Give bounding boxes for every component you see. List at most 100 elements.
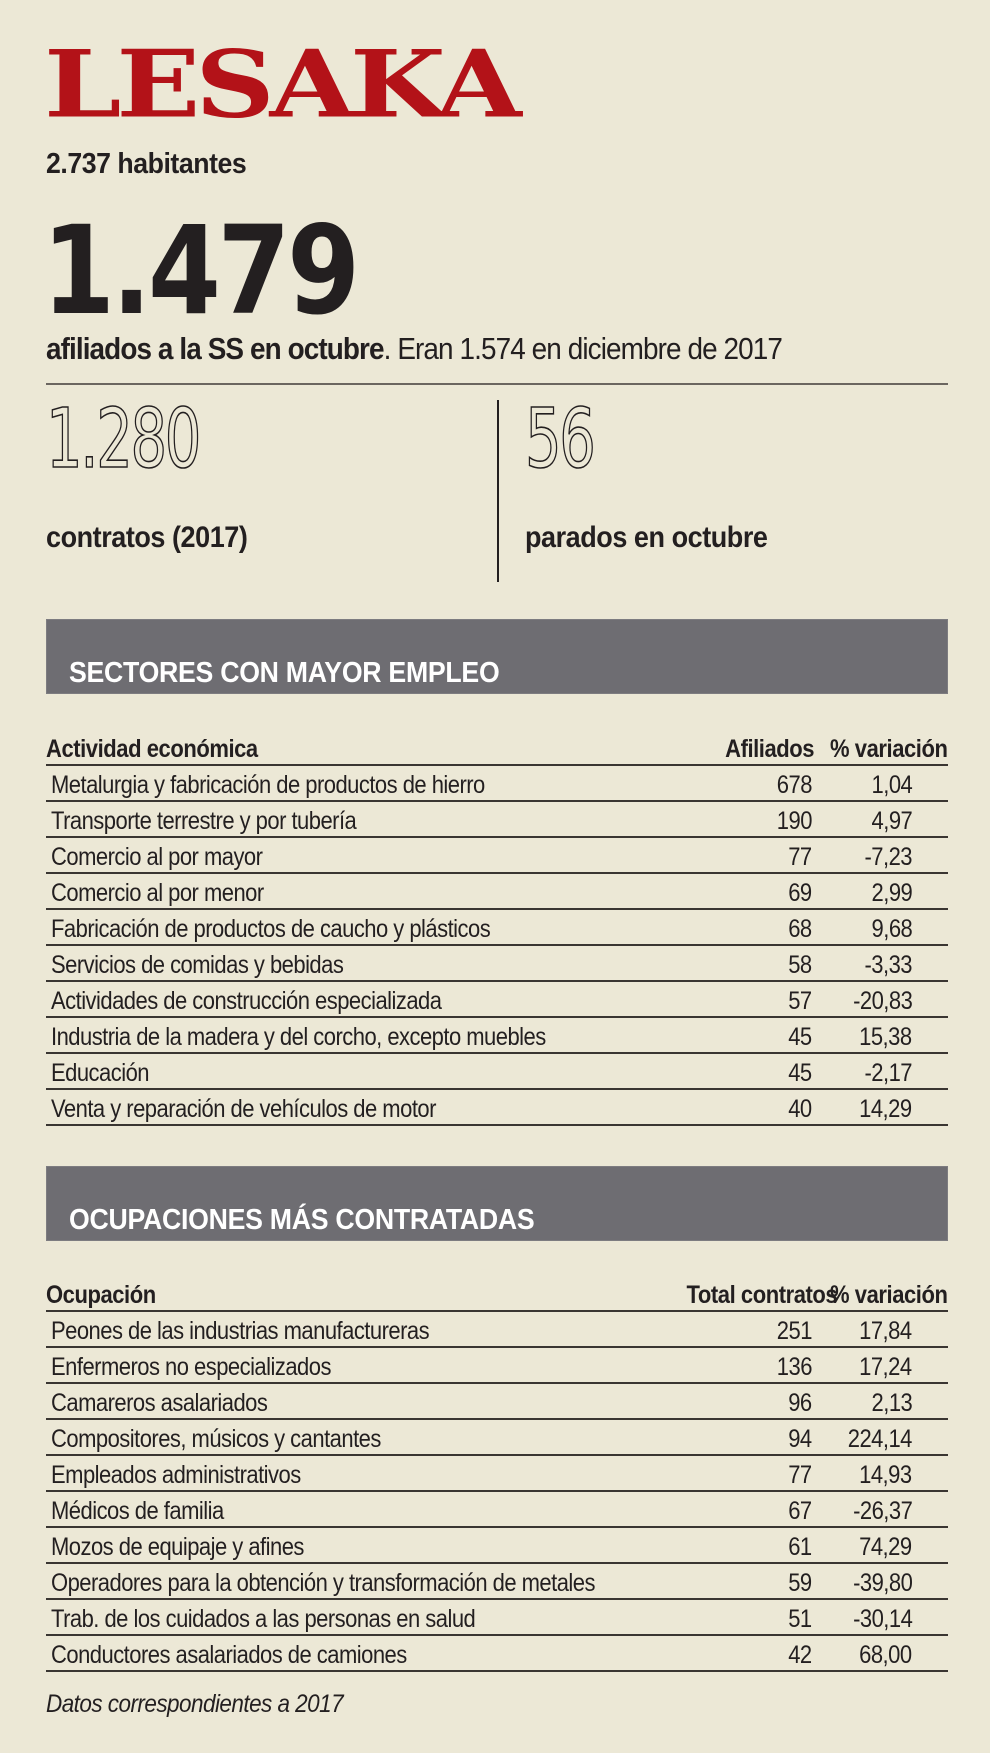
table-row: Industria de la madera y del corcho, exc… — [46, 1017, 948, 1054]
row-variation: 74,29 — [859, 1533, 913, 1561]
row-variation: 1,04 — [871, 771, 912, 799]
row-variation: -20,83 — [852, 987, 913, 1015]
row-name: Operadores para la obtención y transform… — [51, 1569, 596, 1597]
row-name: Servicios de comidas y bebidas — [51, 951, 344, 979]
column-header-affiliates: Afiliados — [686, 730, 814, 766]
table-header-row: Actividad económica Afiliados % variació… — [46, 730, 948, 766]
affiliates-count: 1.479 — [42, 200, 360, 342]
row-variation: 2,99 — [871, 879, 912, 907]
row-name: Comercio al por menor — [51, 879, 264, 907]
row-variation: 14,29 — [859, 1095, 913, 1123]
row-value: 77 — [788, 1461, 813, 1489]
column-header-total-contracts: Total contratos — [666, 1276, 838, 1312]
table-row: Metalurgia y fabricación de productos de… — [46, 765, 948, 802]
table-row: Fabricación de productos de caucho y plá… — [46, 909, 948, 946]
row-value: 69 — [788, 879, 813, 907]
row-value: 94 — [788, 1425, 813, 1453]
row-variation: -3,33 — [864, 951, 912, 979]
occupations-header: OCUPACIONES MÁS CONTRATADAS — [46, 1166, 948, 1241]
row-name: Conductores asalariados de camiones — [51, 1641, 407, 1669]
row-name: Actividades de construcción especializad… — [51, 987, 442, 1015]
row-value: 67 — [788, 1497, 813, 1525]
table-row: Transporte terrestre y por tubería 190 4,9… — [46, 801, 948, 838]
row-variation: -26,37 — [852, 1497, 913, 1525]
row-variation: 14,93 — [859, 1461, 913, 1489]
row-value: 136 — [776, 1353, 813, 1381]
row-value: 68 — [788, 915, 813, 943]
row-variation: -30,14 — [852, 1605, 913, 1633]
row-variation: 2,13 — [871, 1389, 912, 1417]
row-variation: 68,00 — [859, 1641, 913, 1669]
row-value: 61 — [788, 1533, 813, 1561]
table-row: Conductores asalariados de camiones 42 68,… — [46, 1635, 948, 1672]
row-value: 42 — [788, 1641, 813, 1669]
column-header-activity: Actividad económica — [46, 730, 686, 766]
row-name: Camareros asalariados — [51, 1389, 268, 1417]
population-text: 2.737 habitantes — [46, 148, 247, 180]
row-name: Industria de la madera y del corcho, exc… — [51, 1023, 546, 1051]
table-row: Comercio al por menor 69 2,99 — [46, 873, 948, 910]
row-value: 58 — [788, 951, 813, 979]
table-row: Peones de las industrias manufactureras 2… — [46, 1311, 948, 1348]
row-variation: 224,14 — [847, 1425, 913, 1453]
column-header-variation: % variación — [814, 1276, 948, 1312]
row-variation: 4,97 — [871, 807, 912, 835]
town-title: LESAKA — [44, 30, 522, 139]
row-name: Comercio al por mayor — [51, 843, 263, 871]
row-name: Empleados administrativos — [51, 1461, 301, 1489]
row-value: 40 — [788, 1095, 813, 1123]
row-variation: -2,17 — [864, 1059, 912, 1087]
row-value: 51 — [788, 1605, 813, 1633]
row-name: Venta y reparación de vehículos de motor — [51, 1095, 436, 1123]
stat-unemployed-value: 56 — [524, 392, 596, 487]
row-name: Mozos de equipaje y afines — [51, 1533, 304, 1561]
row-name: Peones de las industrias manufactureras — [51, 1317, 430, 1345]
row-variation: 15,38 — [859, 1023, 913, 1051]
table-row: Educación 45 -2,17 — [46, 1053, 948, 1090]
stat-unemployed-label: parados en octubre — [525, 521, 768, 554]
stat-divider — [497, 400, 499, 582]
row-name: Fabricación de productos de caucho y plá… — [51, 915, 491, 943]
column-header-variation: % variación — [814, 730, 948, 766]
sectors-header: SECTORES CON MAYOR EMPLEO — [46, 619, 948, 694]
occupations-title: OCUPACIONES MÁS CONTRATADAS — [69, 1204, 535, 1236]
table-row: Venta y reparación de vehículos de motor… — [46, 1089, 948, 1126]
table-row: Actividades de construcción especializad… — [46, 981, 948, 1018]
row-name: Trab. de los cuidados a las personas en … — [51, 1605, 476, 1633]
footnote: Datos correspondientes a 2017 — [46, 1690, 344, 1718]
table-header-row: Ocupación Total contratos % variación — [46, 1276, 948, 1312]
table-row: Operadores para la obtención y transform… — [46, 1563, 948, 1600]
row-value: 190 — [776, 807, 813, 835]
table-row: Camareros asalariados 96 2,13 — [46, 1383, 948, 1420]
table-row: Enfermeros no especializados 136 17,24 — [46, 1347, 948, 1384]
table-row: Servicios de comidas y bebidas 58 -3,33 — [46, 945, 948, 982]
row-value: 45 — [788, 1059, 813, 1087]
row-variation: 17,24 — [859, 1353, 913, 1381]
row-variation: 17,84 — [859, 1317, 913, 1345]
row-variation: -39,80 — [852, 1569, 913, 1597]
row-value: 96 — [788, 1389, 813, 1417]
row-name: Transporte terrestre y por tubería — [51, 807, 357, 835]
occupations-table: Ocupación Total contratos % variación Pe… — [46, 1276, 948, 1672]
row-value: 678 — [776, 771, 813, 799]
stat-contracts: 1.280 contratos (2017) — [45, 392, 270, 555]
row-value: 45 — [788, 1023, 813, 1051]
row-value: 77 — [788, 843, 813, 871]
row-variation: 9,68 — [871, 915, 912, 943]
stat-contracts-label: contratos (2017) — [46, 521, 248, 554]
table-row: Compositores, músicos y cantantes 94 224,1… — [46, 1419, 948, 1456]
divider — [46, 383, 948, 385]
row-value: 251 — [776, 1317, 813, 1345]
stat-unemployed: 56 parados en octubre — [524, 392, 794, 555]
row-variation: -7,23 — [864, 843, 912, 871]
column-header-occupation: Ocupación — [46, 1276, 666, 1312]
row-value: 57 — [788, 987, 813, 1015]
row-name: Compositores, músicos y cantantes — [51, 1425, 381, 1453]
stat-contracts-value: 1.280 — [45, 392, 202, 487]
row-name: Metalurgia y fabricación de productos de… — [51, 771, 485, 799]
sectors-title: SECTORES CON MAYOR EMPLEO — [69, 657, 500, 689]
table-row: Médicos de familia 67 -26,37 — [46, 1491, 948, 1528]
sectors-table: Actividad económica Afiliados % variació… — [46, 730, 948, 1126]
table-row: Trab. de los cuidados a las personas en … — [46, 1599, 948, 1636]
affiliates-label: afiliados a la SS en octubre — [46, 331, 385, 366]
